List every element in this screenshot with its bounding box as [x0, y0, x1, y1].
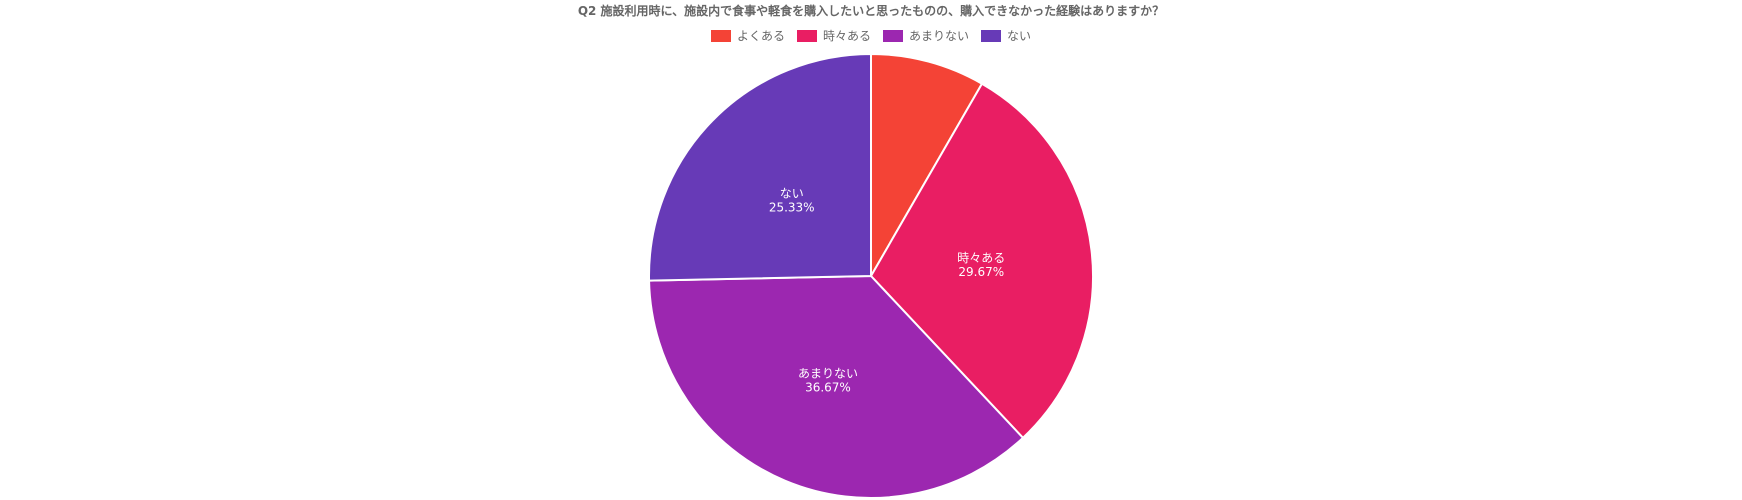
chart-title: Q2 施設利用時に、施設内で食事や軽食を購入したいと思ったものの、購入できなかっ… [577, 4, 1165, 18]
legend-item-amari-nai[interactable]: あまりない [883, 27, 969, 44]
pie-slice-amari-nai[interactable] [648, 274, 1025, 499]
pie-slice-yoku-aru[interactable] [870, 52, 984, 280]
legend-item-yoku-aru[interactable]: よくある [710, 27, 785, 44]
slice-label-nai: ない [780, 186, 804, 200]
slice-label-amari-nai: あまりない [798, 366, 858, 380]
slice-label-tokidoki-aru: 時々ある [957, 251, 1005, 265]
legend-item-tokidoki-aru[interactable]: 時々ある [796, 27, 871, 44]
pie-slice-nai[interactable] [648, 52, 872, 282]
legend-swatch-tokidoki-aru [796, 29, 817, 42]
legend-label-nai: ない [1007, 29, 1032, 43]
pie-slice-tokidoki-aru[interactable] [869, 82, 1094, 440]
legend-label-amari-nai: あまりない [909, 29, 970, 43]
legend-swatch-yoku-aru [710, 29, 731, 42]
legend-label-tokidoki-aru: 時々ある [822, 29, 871, 43]
legend-label-yoku-aru: よくある [736, 29, 785, 43]
slice-percent-amari-nai: 36.67% [805, 380, 851, 394]
chart-legend: よくある 時々ある あまりない ない [0, 27, 1742, 44]
legend-swatch-amari-nai [883, 29, 903, 42]
legend-swatch-nai [981, 29, 1002, 42]
legend-item-nai[interactable]: ない [981, 27, 1031, 44]
pie-slices [648, 52, 1094, 499]
slice-percent-tokidoki-aru: 29.67% [958, 265, 1004, 279]
slice-percent-nai: 25.33% [769, 200, 815, 214]
